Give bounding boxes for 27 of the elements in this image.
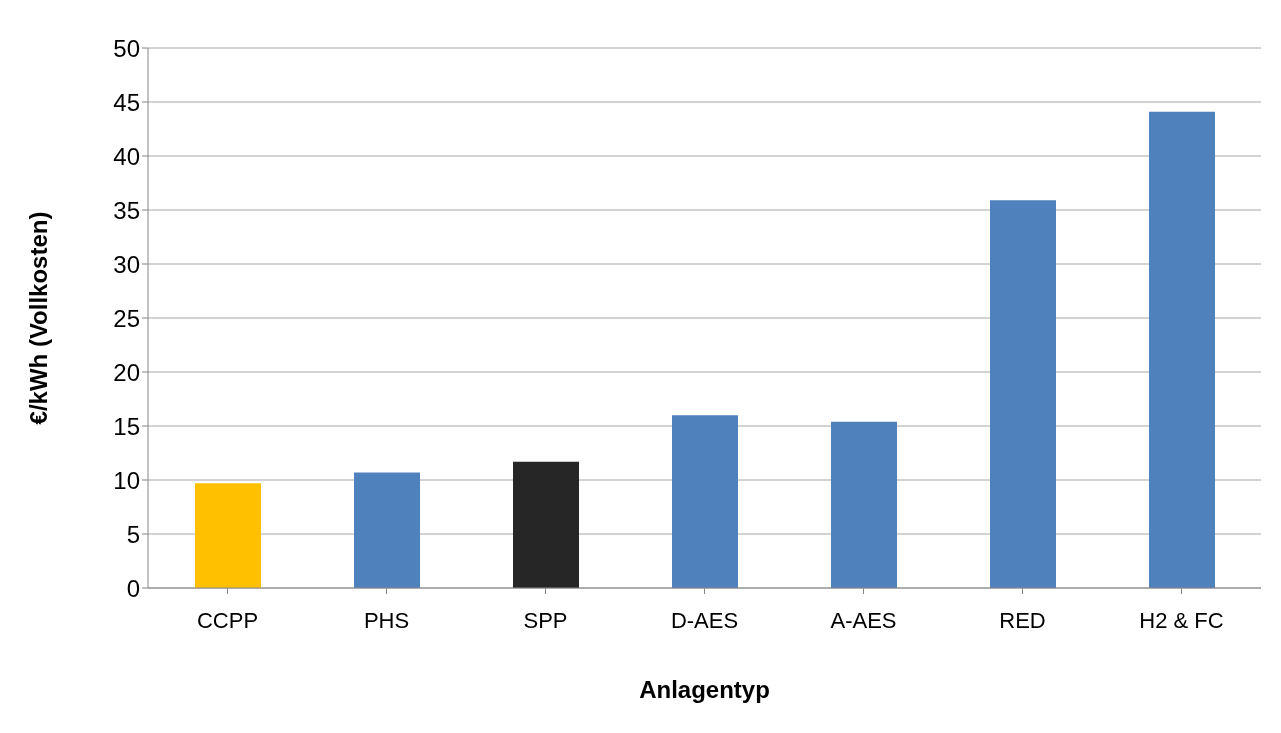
bar: [195, 483, 261, 588]
x-tick-label: SPP: [523, 607, 568, 633]
bar: [672, 415, 738, 588]
y-tick-label: 50: [113, 34, 140, 62]
y-tick-label: 0: [126, 574, 140, 602]
y-tick-label: 25: [113, 304, 140, 332]
bar: [354, 472, 420, 588]
y-tick-label: 40: [113, 142, 140, 170]
bar: [1149, 111, 1215, 588]
y-tick-label: 45: [113, 88, 140, 116]
x-tick-label: CCPP: [196, 607, 259, 633]
y-axis-title: €/kWh (Vollkosten): [24, 211, 52, 425]
y-tick-label: 35: [113, 196, 140, 224]
bar: [990, 200, 1056, 588]
x-axis-title: Anlagentyp: [639, 676, 770, 703]
y-tick-label: 10: [113, 466, 140, 494]
y-tick-label: 5: [126, 520, 140, 548]
y-tick-label: 15: [113, 412, 140, 440]
x-tick-label: PHS: [363, 607, 410, 633]
x-tick-label: RED: [999, 607, 1046, 633]
bar: [831, 421, 897, 588]
x-tick-label: D-AES: [670, 607, 739, 633]
bar: [513, 461, 579, 588]
y-tick-label: 30: [113, 250, 140, 278]
x-tick-label: H2 & FC: [1139, 607, 1224, 633]
x-tick-label: A-AES: [830, 607, 897, 633]
y-tick-label: 20: [113, 358, 140, 386]
